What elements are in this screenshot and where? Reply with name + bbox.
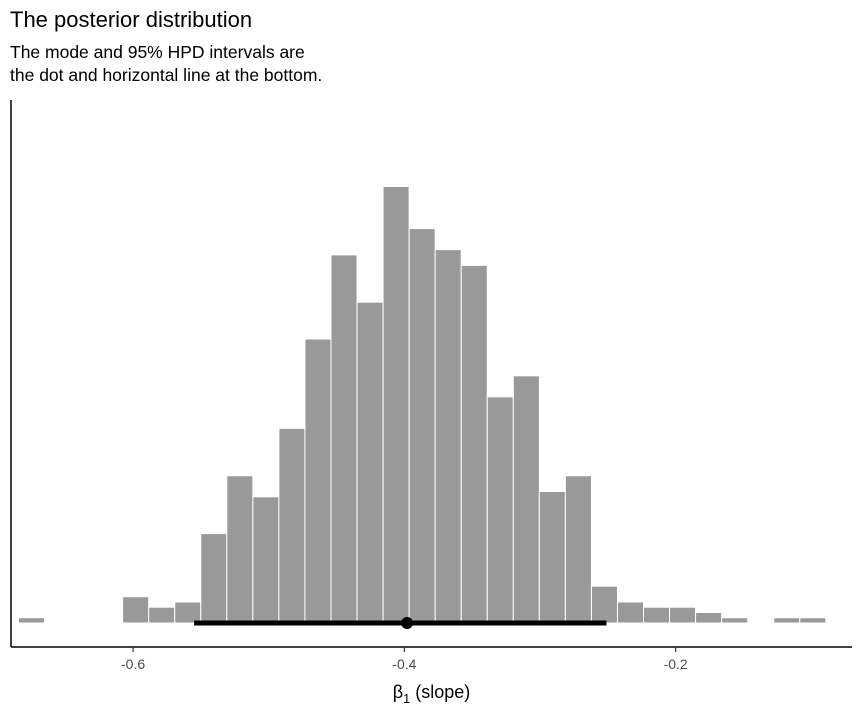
histogram-bar <box>695 611 723 624</box>
histogram-bar <box>564 475 592 624</box>
histogram-bar <box>643 606 671 624</box>
x-axis-label-subscript: 1 <box>403 691 410 706</box>
histogram-bar <box>330 254 358 624</box>
x-axis-label-symbol: β <box>393 682 403 702</box>
histogram-bars <box>17 186 827 624</box>
histogram-bar <box>616 601 645 624</box>
histogram-bar <box>17 617 46 624</box>
histogram-bar <box>122 596 150 624</box>
x-axis-label-rest: (slope) <box>410 682 470 702</box>
histogram-bar <box>669 606 697 624</box>
chart-title: The posterior distribution <box>10 7 253 32</box>
mode-point <box>401 617 414 629</box>
chart-subtitle: The mode and 95% HPD intervals are the d… <box>10 41 322 87</box>
x-tick-label: -0.6 <box>121 656 145 672</box>
histogram-bar <box>382 186 410 624</box>
histogram-bar <box>148 606 176 624</box>
histogram-bar <box>408 228 436 624</box>
x-tick-label: -0.2 <box>664 656 688 672</box>
histogram-bar <box>226 475 254 624</box>
histogram-bar <box>799 617 827 624</box>
histogram-bar <box>356 301 384 624</box>
x-tick-label: -0.4 <box>392 656 416 672</box>
histogram-bar <box>590 585 618 624</box>
histogram-bar <box>721 617 749 624</box>
histogram-bar <box>460 264 488 624</box>
histogram-bar <box>174 601 202 624</box>
histogram-bar <box>486 396 514 624</box>
histogram-bar <box>252 496 280 624</box>
histogram-bar <box>512 375 540 624</box>
subtitle-line-1: The mode and 95% HPD intervals are <box>10 42 305 62</box>
histogram-bar <box>278 427 306 624</box>
histogram-bar <box>434 249 462 624</box>
x-axis-label: β1 (slope) <box>393 682 471 706</box>
histogram-bar <box>773 617 801 624</box>
histogram-bar <box>304 338 332 624</box>
histogram-bar <box>538 491 566 624</box>
x-axis-ticks: -0.6 -0.4 -0.2 <box>121 647 688 672</box>
histogram-bar <box>200 533 228 624</box>
subtitle-line-2: the dot and horizontal line at the botto… <box>10 65 323 85</box>
